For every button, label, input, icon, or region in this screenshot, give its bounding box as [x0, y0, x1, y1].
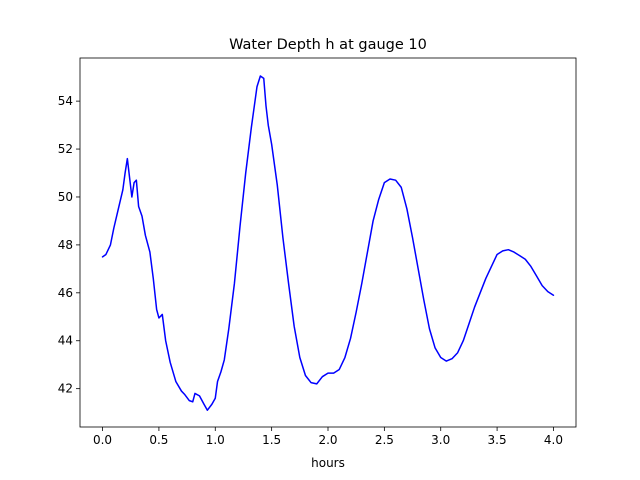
x-tick-label: 2.0 [318, 433, 337, 447]
x-tick-label: 1.5 [262, 433, 281, 447]
y-tick-label: 52 [58, 142, 73, 156]
y-tick-label: 54 [58, 94, 73, 108]
x-tick-label: 3.5 [488, 433, 507, 447]
x-tick-label: 1.0 [206, 433, 225, 447]
series-line-0 [101, 75, 555, 411]
x-tick-label: 0.0 [93, 433, 112, 447]
x-tick-label: 2.5 [375, 433, 394, 447]
y-tick-label: 44 [58, 334, 73, 348]
y-tick-label: 46 [58, 286, 73, 300]
y-tick-label: 42 [58, 382, 73, 396]
y-tick-label: 50 [58, 190, 73, 204]
x-tick-label: 3.0 [431, 433, 450, 447]
x-tick-label: 0.5 [149, 433, 168, 447]
chart-title: Water Depth h at gauge 10 [229, 37, 427, 53]
plot-layer [101, 75, 555, 411]
x-tick-label: 4.0 [544, 433, 563, 447]
x-axis-label: hours [311, 456, 345, 470]
axes-layer: 0.0 0.5 1.0 1.5 2.0 2.5 3.0 3.5 4.0 42 44 46 48 50 52 5… [58, 57, 577, 447]
y-tick-label: 48 [58, 238, 73, 252]
